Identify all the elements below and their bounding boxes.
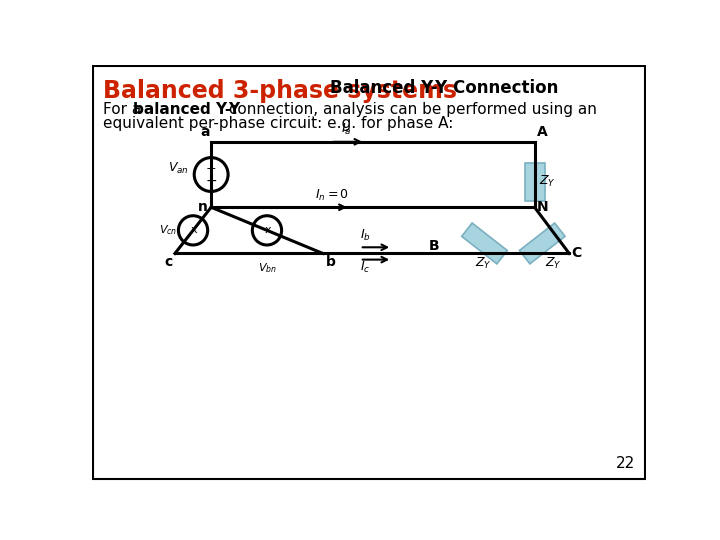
Text: C: C	[572, 246, 582, 260]
Text: Balanced Y-Y Connection: Balanced Y-Y Connection	[330, 79, 559, 97]
Text: x: x	[264, 225, 271, 235]
Text: equivalent per-phase circuit: e.g. for phase A:: equivalent per-phase circuit: e.g. for p…	[104, 116, 454, 131]
Text: b: b	[326, 255, 336, 269]
Text: $Z_Y$: $Z_Y$	[474, 256, 491, 271]
Text: +: +	[206, 162, 217, 175]
Text: x: x	[191, 225, 197, 235]
Circle shape	[252, 215, 282, 245]
Text: n: n	[198, 200, 208, 214]
Text: $V_{an}$: $V_{an}$	[168, 161, 189, 176]
Text: c: c	[164, 255, 173, 269]
Text: $V_{cn}$: $V_{cn}$	[159, 224, 178, 237]
Text: $I_c$: $I_c$	[360, 260, 370, 275]
Text: $V_{bn}$: $V_{bn}$	[258, 261, 276, 275]
Text: a: a	[200, 125, 210, 139]
Text: −: −	[205, 174, 217, 188]
Text: $I_n=0$: $I_n=0$	[315, 187, 349, 202]
Text: A: A	[537, 125, 548, 139]
Text: B: B	[429, 239, 440, 253]
Circle shape	[179, 215, 207, 245]
Polygon shape	[462, 223, 508, 264]
Text: $Z_Y$: $Z_Y$	[546, 256, 562, 271]
Text: balanced Y-Y: balanced Y-Y	[133, 102, 240, 117]
Text: For a: For a	[104, 102, 146, 117]
Text: connection, analysis can be performed using an: connection, analysis can be performed us…	[224, 102, 597, 117]
Text: $Z_Y$: $Z_Y$	[539, 174, 556, 190]
Bar	[525, 163, 544, 201]
Text: $I_b$: $I_b$	[360, 227, 371, 242]
Text: Balanced 3-phase systems: Balanced 3-phase systems	[104, 79, 457, 103]
Text: N: N	[537, 200, 549, 214]
Polygon shape	[519, 223, 565, 264]
Circle shape	[194, 158, 228, 192]
Text: 22: 22	[616, 456, 634, 471]
Text: $I_a$: $I_a$	[341, 122, 351, 137]
